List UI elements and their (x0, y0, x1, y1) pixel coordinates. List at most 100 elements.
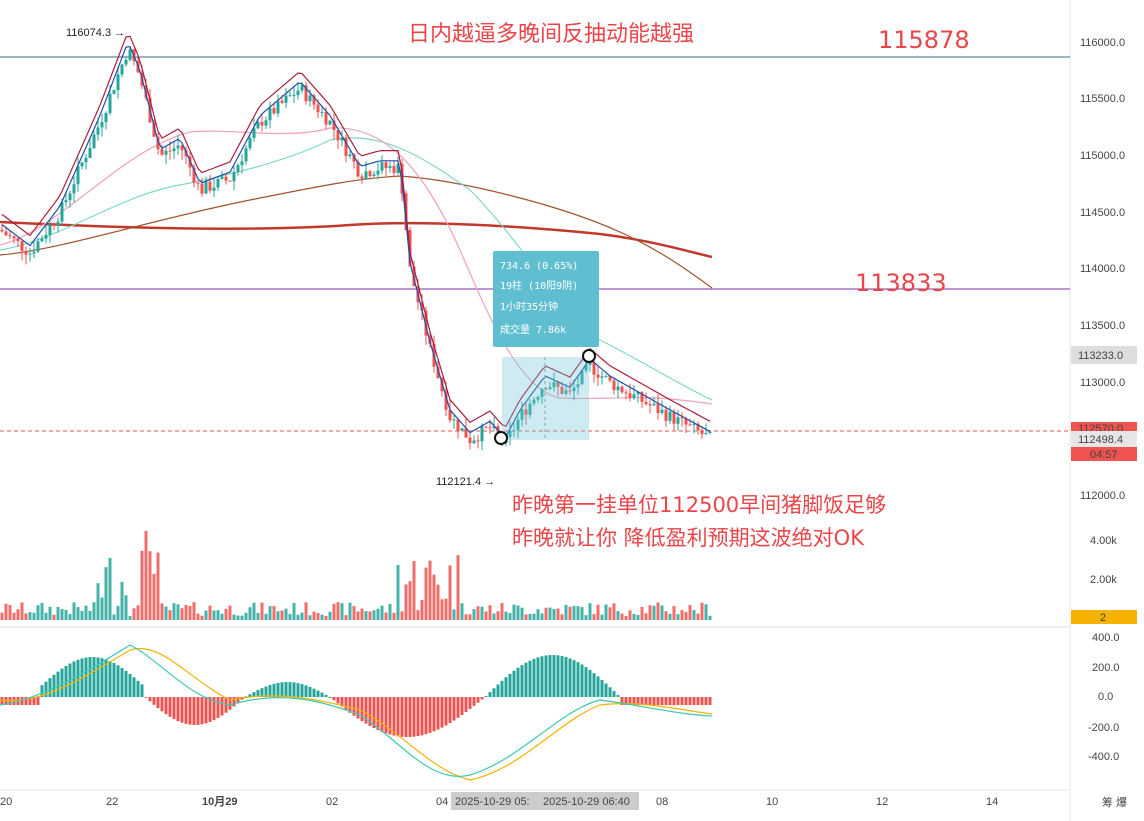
macd-bar (436, 697, 440, 730)
volume-bar (568, 606, 572, 620)
volume-bar (476, 606, 480, 620)
macd-bar (108, 661, 112, 697)
macd-bar (20, 697, 24, 705)
price-tick: 114000.0 (1080, 263, 1125, 275)
macd-bar (704, 697, 708, 705)
candle-body (232, 171, 236, 182)
time-tick: 14 (986, 796, 998, 808)
macd-bar (644, 697, 648, 705)
macd-bar (160, 697, 164, 712)
macd-bar (568, 658, 572, 697)
candle-body (660, 409, 664, 413)
macd-series (0, 655, 712, 737)
volume-bar (544, 607, 548, 620)
macd-bar (368, 697, 372, 726)
macd-bar (292, 682, 296, 697)
candle-body (352, 154, 356, 162)
volume-bar (364, 611, 368, 620)
volume-bar (336, 602, 340, 620)
corner-label[interactable]: 筹 爆 (1102, 795, 1127, 809)
volume-bar (152, 573, 156, 620)
volume-bar (344, 615, 348, 620)
volume-bar (700, 602, 704, 620)
ma-brown-line (0, 175, 713, 289)
macd-bar (208, 697, 212, 722)
macd-bar (696, 697, 700, 705)
candle-body (240, 161, 244, 166)
bottom-annotation-1: 昨晚第一挂单位112500早间猪脚饭足够 (512, 493, 886, 517)
volume-tick: 4.00k (1090, 535, 1117, 547)
candle-body (204, 181, 208, 194)
volume-bar (96, 583, 100, 620)
macd-bar (476, 697, 480, 703)
macd-bar (528, 660, 532, 697)
macd-bar (0, 697, 4, 705)
macd-bar (624, 697, 628, 705)
macd-bar (252, 692, 256, 697)
volume-bar (196, 613, 200, 620)
volume-bar (592, 614, 596, 620)
volume-bar (164, 606, 168, 620)
volume-bar (324, 615, 328, 620)
volume-bar (632, 613, 636, 620)
volume-bar (628, 610, 632, 620)
macd-tick: 400.0 (1092, 632, 1120, 644)
volume-bar (312, 611, 316, 620)
macd-bar (40, 685, 44, 697)
candle-body (276, 100, 280, 114)
volume-bar (260, 602, 264, 620)
macd-bar (400, 697, 404, 737)
candle-body (72, 184, 76, 194)
macd-bar (460, 697, 464, 715)
volume-bar (444, 598, 448, 620)
price-axis[interactable]: 116000.0 115500.0 115000.0 114500.0 1140… (1080, 37, 1125, 502)
candle-body (196, 182, 200, 184)
candle-body (164, 150, 168, 155)
volume-bar (600, 614, 604, 620)
time-axis[interactable]: 20 22 10月29 02 04 08 10 12 14 (0, 795, 998, 808)
macd-bar (676, 697, 680, 705)
macd-bar (104, 659, 108, 697)
macd-bar (612, 691, 616, 697)
volume-bar (496, 611, 500, 620)
macd-signal-line (0, 647, 713, 781)
volume-bar (332, 603, 336, 620)
volume-bar (620, 613, 624, 620)
candle-body (76, 166, 80, 185)
volume-bar (140, 550, 144, 620)
candle-body (172, 148, 176, 152)
volume-bar (468, 614, 472, 620)
measure-end-handle[interactable] (582, 349, 596, 363)
volume-bar (48, 606, 52, 620)
candle-body (8, 235, 12, 237)
macd-bar (248, 694, 252, 697)
macd-bar (596, 676, 600, 697)
volume-bar (280, 610, 284, 620)
volume-bar (356, 611, 360, 620)
macd-bar (336, 697, 340, 704)
macd-bar (488, 692, 492, 697)
candle-body (356, 161, 360, 177)
macd-bar (616, 695, 620, 697)
macd-bar (124, 670, 128, 697)
time-cursor-2-text: 2025-10-29 06:40 (543, 796, 630, 808)
price-tag-upper (1071, 346, 1137, 364)
macd-bar (588, 670, 592, 697)
macd-bar (444, 697, 448, 726)
volume-bar (348, 602, 352, 620)
candle-body (476, 440, 480, 442)
volume-bar (92, 602, 96, 620)
volume-bar (480, 606, 484, 620)
macd-bar (448, 697, 452, 724)
candlestick-series[interactable] (0, 48, 712, 451)
candle-body (260, 121, 264, 126)
measure-start-handle[interactable] (494, 431, 508, 445)
candle-body (392, 166, 396, 173)
candle-body (56, 221, 60, 226)
candle-body (524, 409, 528, 415)
macd-bar (152, 697, 156, 705)
macd-bar (620, 697, 624, 705)
macd-bar (56, 671, 60, 697)
candle-body (220, 176, 224, 179)
